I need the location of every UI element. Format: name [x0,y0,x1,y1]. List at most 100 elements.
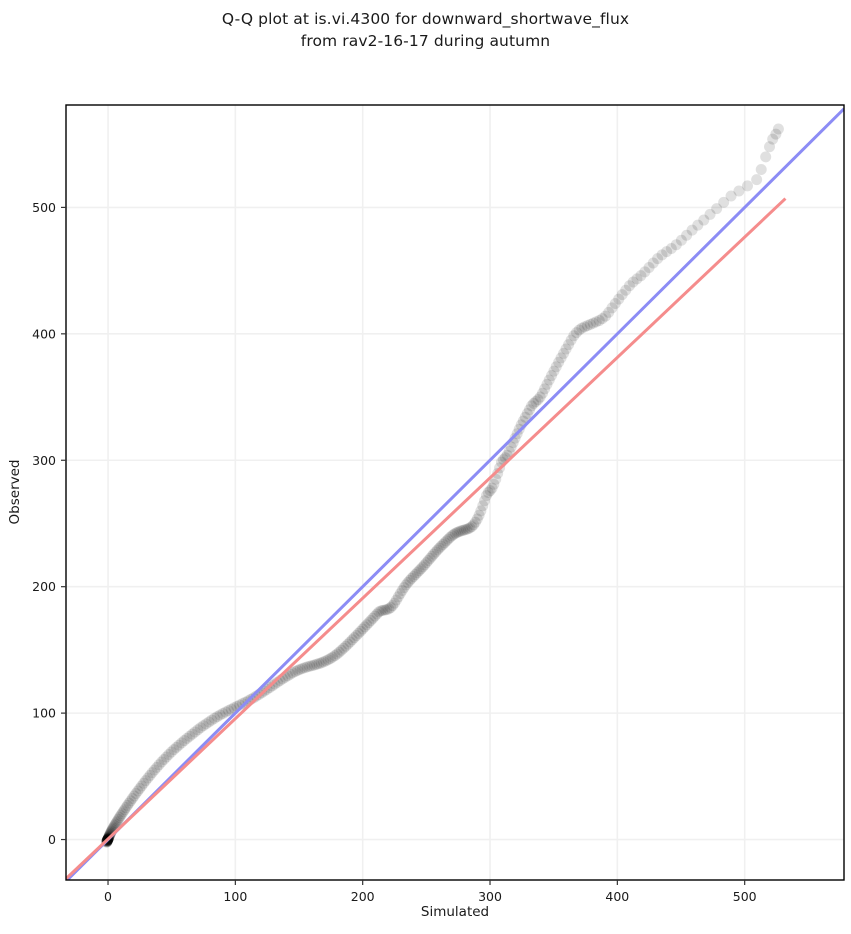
scatter-point [704,208,716,220]
scatter-point [550,361,562,373]
scatter-point [576,322,588,334]
scatter-point [411,567,423,579]
scatter-point [426,550,438,562]
scatter-point [140,775,152,787]
scatter-point [365,614,377,626]
scatter-point [156,756,167,768]
scatter-point [385,602,397,614]
scatter-point [203,716,215,728]
scatter-point [647,257,659,269]
scatter-point [446,530,458,542]
scatter-point [327,651,339,663]
scatter-point [584,318,596,330]
scatter-point [415,563,427,575]
scatter-point [587,317,599,329]
scatter-point [269,678,281,690]
scatter-point [755,163,767,175]
scatter-point [519,411,531,423]
scatter-point [331,648,343,660]
scatter-point [553,356,565,368]
scatter-point [475,505,487,517]
scatter-point [486,482,498,494]
scatter-point [718,196,730,208]
y-tick-label: 500 [32,200,56,215]
scatter-point [350,629,362,641]
scatter-point [565,334,577,346]
scatter-point [568,330,580,342]
x-tick-label: 300 [478,889,502,904]
scatter-point [570,327,582,339]
scatter-point [733,185,745,197]
scatter-point [132,785,144,797]
scatter-point [375,605,387,617]
scatter-point [322,654,334,666]
scatter-point [711,203,723,215]
scatter-point [361,619,373,631]
x-axis-title: Simulated [421,904,489,920]
scatter-point [536,387,548,399]
scatter-point [639,266,651,278]
scatter-point [104,829,116,841]
scatter-point [311,658,323,670]
scatter-point [413,565,425,577]
scatter-point [613,293,625,305]
scatter-point [555,352,567,364]
scatter-point [404,574,416,586]
scatter-point [573,324,585,336]
scatter-point [760,151,772,163]
scatter-point [643,261,655,273]
scatter-point [357,623,369,635]
scatter-point [398,582,410,594]
scatter-point [111,815,123,827]
scatter-point [200,718,212,730]
scatter-point [539,383,551,395]
scatter-point [222,705,234,717]
scatter-point [206,714,218,726]
scatter-point [396,584,408,596]
scatter-point [484,485,496,497]
x-tick-label: 100 [223,889,247,904]
scatter-point [635,270,647,282]
scatter-point [369,610,381,622]
scatter-point [603,306,615,318]
y-tick-label: 300 [32,453,56,468]
scatter-point [296,662,308,674]
plot-border [65,104,845,881]
scatter-point [160,751,172,763]
scatter-point [681,229,693,241]
scatter-point [521,407,533,419]
scatter-point [176,737,188,749]
scatter-point [151,761,163,773]
scatter-point [301,661,313,673]
scatter-point [596,313,608,325]
scatter-point [197,720,209,732]
scatter-point [435,540,447,552]
x-tick-label: 400 [605,889,629,904]
scatter-point [136,780,148,792]
scatter-point [698,214,710,226]
scatter-point [606,302,618,314]
reference-lines-layer [66,107,844,880]
scatter-point [335,644,347,656]
scatter-point [116,808,128,820]
scatter-point [548,365,560,377]
y-tick-label: 400 [32,326,56,341]
scatter-point [430,546,442,558]
scatter-point [158,754,170,766]
scatter-point [460,523,472,535]
scatter-point [394,588,406,600]
scatter-point [546,370,558,382]
scatter-point [363,617,375,629]
scatter-point [387,600,399,612]
y-tick-label: 100 [32,706,56,721]
scatter-point [284,668,296,680]
scatter-point [440,535,452,547]
scatter-point [464,522,476,534]
scatter-point [453,526,465,538]
scatter-point [479,495,491,507]
scatter-point [439,537,451,549]
scatter-point [600,310,612,322]
scatter-point [134,782,146,794]
